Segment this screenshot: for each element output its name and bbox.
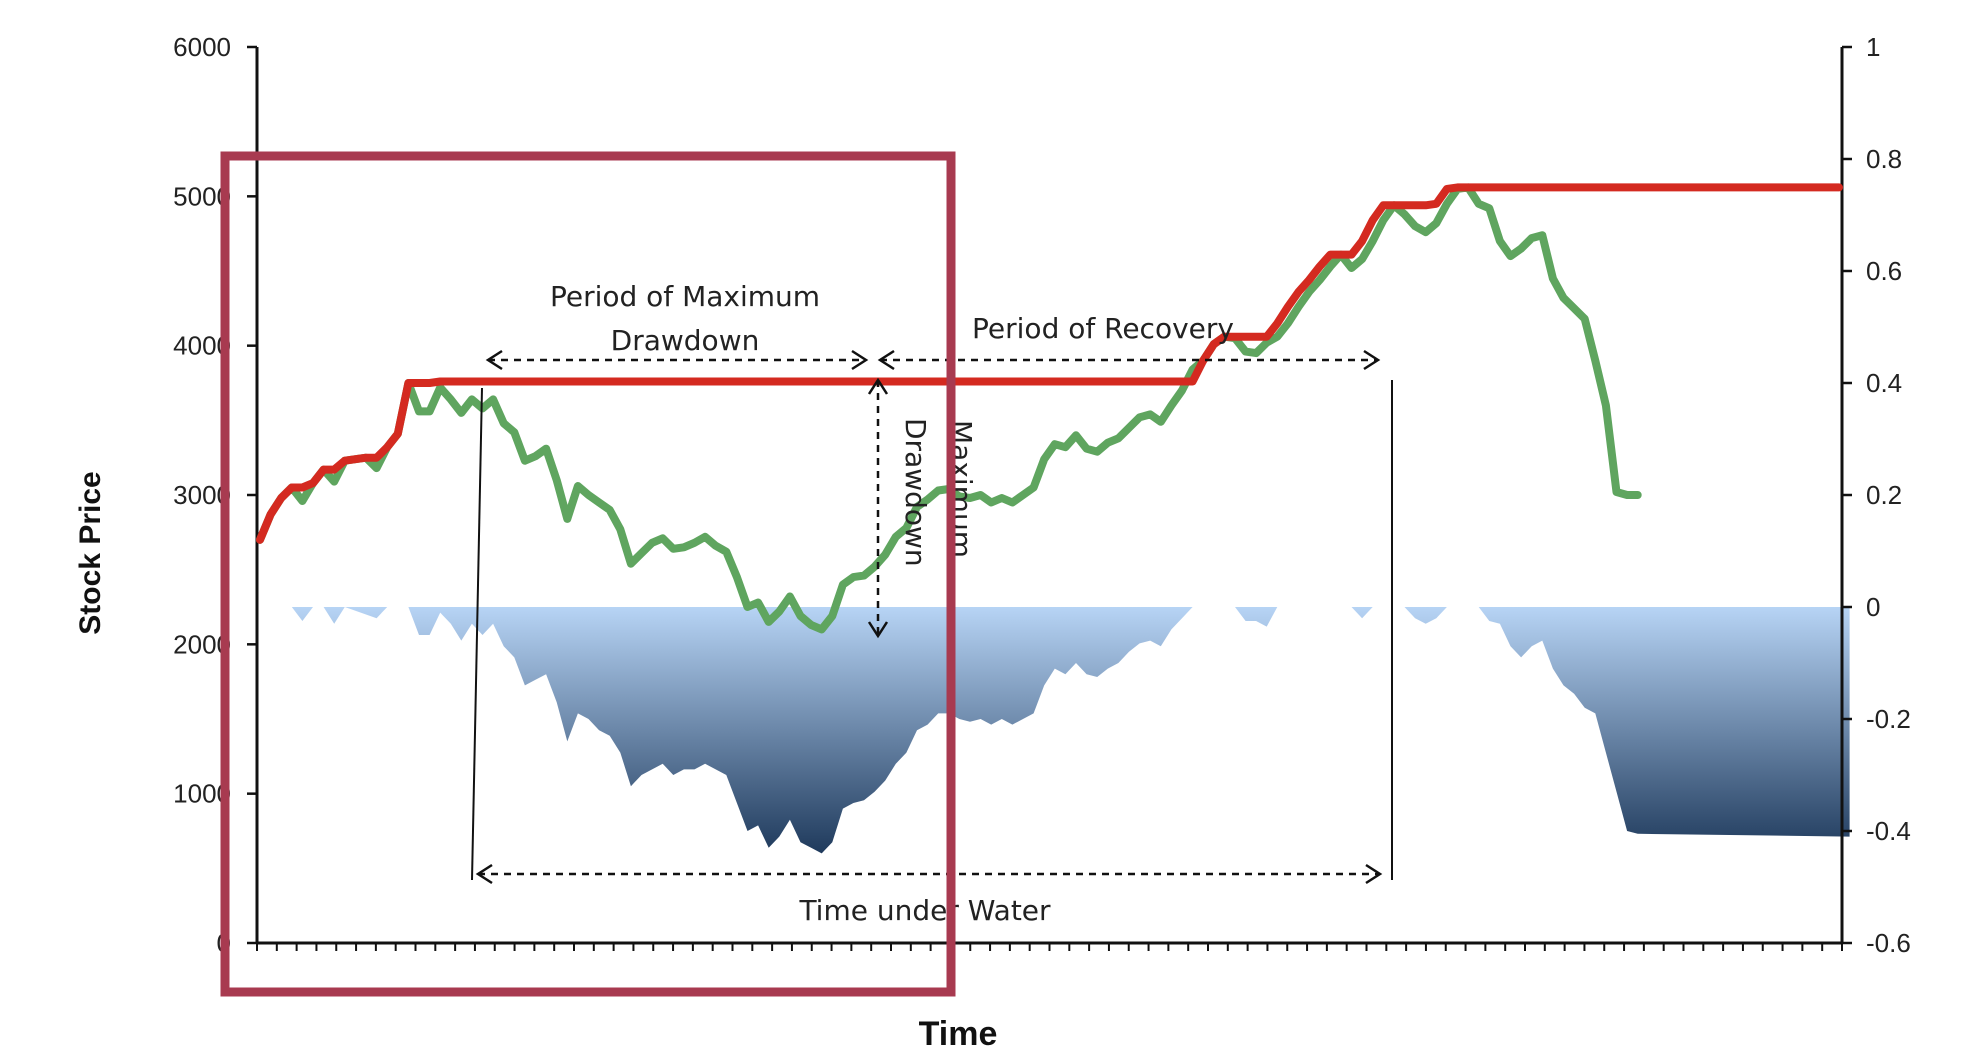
arrow-head bbox=[877, 349, 895, 371]
annotation-layer bbox=[471, 349, 1393, 885]
right-tick-label: 0.2 bbox=[1866, 480, 1902, 510]
y-axis-title: Stock Price bbox=[74, 471, 107, 634]
axes-layer: 0100020003000400050006000-0.6-0.4-0.200.… bbox=[173, 32, 1911, 958]
guide-line-peak-start bbox=[471, 387, 483, 881]
arrow-head bbox=[867, 377, 889, 395]
right-tick-label: 0.8 bbox=[1866, 144, 1902, 174]
highlight-box bbox=[220, 151, 956, 997]
left-tick-label: 6000 bbox=[173, 32, 231, 62]
drawdown-area bbox=[260, 607, 1850, 854]
right-tick-label: 0.6 bbox=[1866, 256, 1902, 286]
arrow-head bbox=[475, 863, 493, 885]
arrow-head bbox=[867, 621, 889, 639]
right-tick-label: 1 bbox=[1866, 32, 1880, 62]
right-tick-label: -0.4 bbox=[1866, 816, 1911, 846]
drawdown-area-layer bbox=[260, 607, 1850, 854]
right-tick-label: 0 bbox=[1866, 592, 1880, 622]
arrow-head bbox=[1363, 349, 1381, 371]
arrow-time-under-water bbox=[475, 863, 1383, 885]
arrow-period-max-drawdown bbox=[485, 349, 869, 371]
annotation-max-drawdown-line2: Drawdown bbox=[899, 418, 932, 567]
annotation-time-under-water: Time under Water bbox=[798, 894, 1051, 927]
annotation-period-max-drawdown-line2: Drawdown bbox=[611, 324, 760, 357]
arrow-head bbox=[1365, 863, 1383, 885]
arrow-head bbox=[485, 349, 503, 371]
right-tick-label: 0.4 bbox=[1866, 368, 1902, 398]
annotation-period-recovery: Period of Recovery bbox=[972, 312, 1234, 345]
annotation-period-max-drawdown-line1: Period of Maximum bbox=[550, 280, 820, 313]
arrow-head bbox=[851, 349, 869, 371]
x-axis-title: Time bbox=[919, 1015, 998, 1053]
arrow-period-recovery bbox=[877, 349, 1381, 371]
right-tick-label: -0.2 bbox=[1866, 704, 1911, 734]
right-tick-label: -0.6 bbox=[1866, 928, 1911, 958]
arrow-max-drawdown bbox=[867, 377, 889, 639]
series-layer bbox=[256, 183, 1843, 634]
peak-series-line bbox=[256, 183, 1843, 544]
